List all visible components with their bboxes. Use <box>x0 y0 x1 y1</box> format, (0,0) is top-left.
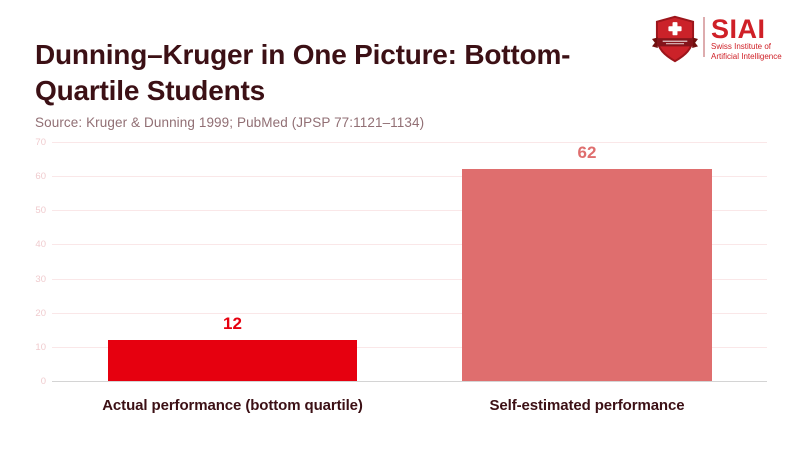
swiss-shield-icon <box>652 15 698 63</box>
page-title: Dunning–Kruger in One Picture: Bottom-Qu… <box>35 38 571 106</box>
gridline <box>52 210 767 212</box>
y-tick-label: 40 <box>35 239 46 251</box>
source-citation: Source: Kruger & Dunning 1999; PubMed (J… <box>35 114 425 130</box>
bar <box>462 169 712 381</box>
x-axis-line <box>52 381 767 382</box>
gridline <box>52 278 767 280</box>
logo-tagline-line1: Swiss Institute of <box>711 42 772 51</box>
y-tick-label: 70 <box>35 137 46 148</box>
bar-value-label: 12 <box>223 314 242 334</box>
gridline <box>52 244 767 246</box>
logo-text: SIAI Swiss Institute of Artificial Intel… <box>711 15 782 61</box>
logo-divider <box>703 17 705 57</box>
gridline <box>52 176 767 178</box>
y-tick-label: 20 <box>35 307 46 319</box>
logo-tagline-line2: Artificial Intelligence <box>711 51 782 61</box>
y-tick-label: 10 <box>35 341 46 353</box>
gridline <box>52 142 767 143</box>
y-tick-label: 30 <box>35 273 46 285</box>
bar <box>108 340 357 381</box>
bar-category-label: Actual performance (bottom quartile) <box>102 397 363 414</box>
gridline <box>52 312 767 314</box>
bar-category-label: Self-estimated performance <box>489 397 685 414</box>
y-tick-label: 50 <box>35 205 46 217</box>
siai-logo: SIAI Swiss Institute of Artificial Intel… <box>652 15 782 63</box>
y-tick-label: 60 <box>35 171 46 183</box>
bar-value-label: 62 <box>577 143 597 163</box>
y-tick-label: 0 <box>40 376 46 387</box>
logo-acronym: SIAI <box>711 14 766 44</box>
gridline <box>52 346 767 348</box>
